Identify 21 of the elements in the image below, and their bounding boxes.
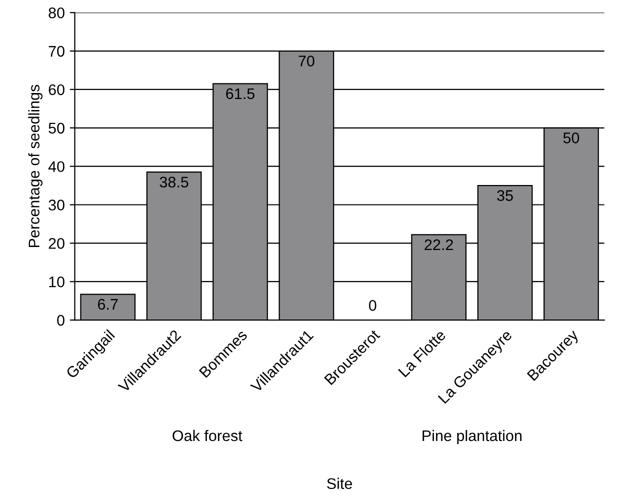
y-tick-label: 10 bbox=[49, 276, 64, 288]
y-tick-label: 40 bbox=[48, 161, 64, 172]
y-tick-label: 70 bbox=[48, 46, 64, 57]
data-label: 35 bbox=[497, 190, 513, 201]
y-axis-title: Percentage of seedlings bbox=[28, 84, 42, 248]
x-axis-title: Site bbox=[327, 478, 352, 490]
y-tick-label: 80 bbox=[48, 7, 64, 18]
y-tick-label: 60 bbox=[48, 84, 64, 96]
data-label: 70 bbox=[298, 56, 314, 66]
data-label: 38.5 bbox=[160, 176, 188, 188]
y-tick-label: 20 bbox=[48, 238, 64, 249]
data-label: 61.5 bbox=[226, 88, 254, 100]
y-tick-label: 30 bbox=[48, 200, 64, 210]
data-label: 6.7 bbox=[98, 298, 118, 310]
text: Oak forest bbox=[172, 430, 242, 442]
y-tick-label: 50 bbox=[48, 122, 64, 134]
data-label: 50 bbox=[563, 132, 580, 144]
y-tick-label: 0 bbox=[57, 314, 64, 326]
text: Pine plantation bbox=[422, 430, 522, 444]
data-label: 0 bbox=[368, 300, 376, 311]
data-label: 22.2 bbox=[424, 239, 453, 250]
